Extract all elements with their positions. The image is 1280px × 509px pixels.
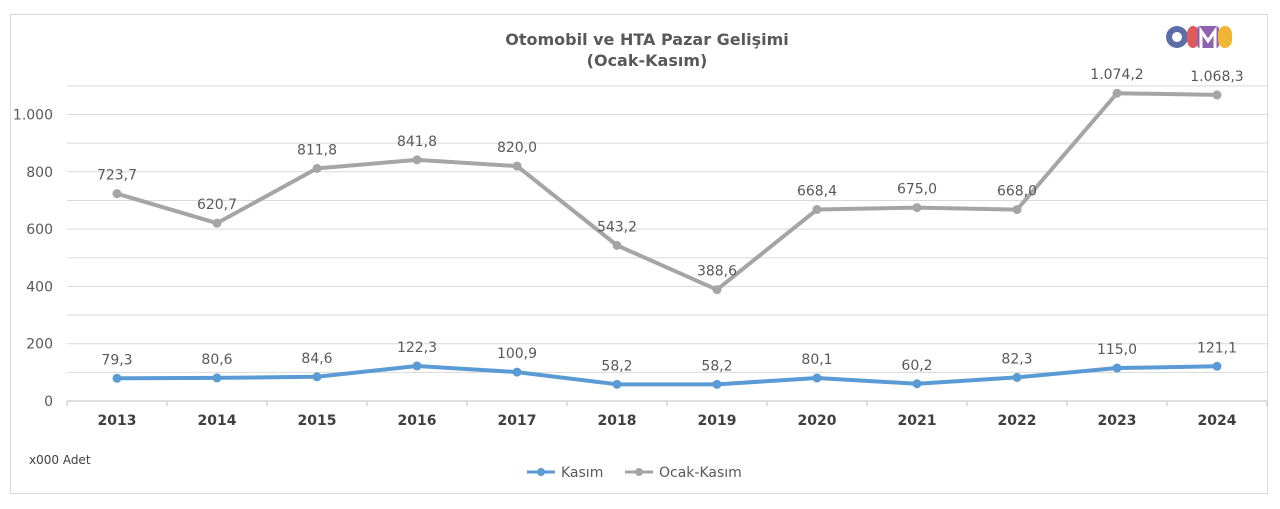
data-label: 115,0 <box>1097 342 1137 358</box>
y-tick-label: 800 <box>26 165 53 181</box>
data-label: 80,6 <box>201 352 232 368</box>
unit-label: x000 Adet <box>29 453 91 467</box>
x-tick-label: 2020 <box>798 413 837 429</box>
data-label: 58,2 <box>601 358 632 374</box>
legend-label-kasim: Kasım <box>561 465 603 481</box>
x-tick-label: 2016 <box>398 413 437 429</box>
data-label: 723,7 <box>97 168 137 184</box>
data-point <box>912 203 922 213</box>
data-label: 620,7 <box>197 197 237 213</box>
data-point <box>312 372 322 382</box>
data-label: 58,2 <box>701 358 732 374</box>
y-tick-label: 400 <box>26 279 53 295</box>
data-label: 122,3 <box>397 340 437 356</box>
data-point <box>712 379 722 389</box>
data-point <box>512 161 522 171</box>
data-point <box>612 240 622 250</box>
odmd-logo <box>1166 26 1232 48</box>
x-tick-label: 2014 <box>198 413 237 429</box>
data-point <box>812 205 822 215</box>
data-point <box>112 189 122 199</box>
legend-item-ocak-kasim: Ocak-Kasım <box>625 465 742 481</box>
data-point <box>612 379 622 389</box>
legend-label-ocak-kasim: Ocak-Kasım <box>659 465 742 481</box>
data-label: 675,0 <box>897 182 937 198</box>
data-label: 668,4 <box>797 184 837 200</box>
data-point <box>1012 372 1022 382</box>
chart-legend: Kasım Ocak-Kasım <box>527 465 742 481</box>
x-tick-label: 2018 <box>598 413 637 429</box>
chart-subtitle: (Ocak-Kasım) <box>587 51 708 70</box>
data-point <box>1012 205 1022 215</box>
data-point <box>1212 361 1222 371</box>
data-point <box>312 163 322 173</box>
data-label: 668,0 <box>997 184 1037 200</box>
data-point <box>412 361 422 371</box>
y-tick-label: 200 <box>26 337 53 353</box>
data-label: 79,3 <box>101 352 132 368</box>
chart-frame: Otomobil ve HTA Pazar Gelişimi (Ocak-Kas… <box>10 14 1268 494</box>
x-tick-label: 2015 <box>298 413 337 429</box>
data-label: 100,9 <box>497 346 537 362</box>
legend-item-kasim: Kasım <box>527 465 603 481</box>
x-tick-label: 2022 <box>998 413 1037 429</box>
data-point <box>812 373 822 383</box>
data-label: 811,8 <box>297 142 337 158</box>
data-label: 1.074,2 <box>1090 67 1143 83</box>
x-tick-label: 2013 <box>98 413 137 429</box>
x-tick-label: 2023 <box>1098 413 1137 429</box>
data-point <box>712 285 722 295</box>
data-point <box>112 373 122 383</box>
series-line-kasim <box>116 363 1218 387</box>
x-tick-label: 2019 <box>698 413 737 429</box>
data-label: 60,2 <box>901 358 932 374</box>
y-tick-label: 600 <box>26 222 53 238</box>
data-label: 543,2 <box>597 219 637 235</box>
data-label: 388,6 <box>697 264 737 280</box>
data-label: 82,3 <box>1001 351 1032 367</box>
data-point <box>212 373 222 383</box>
data-point <box>1112 363 1122 373</box>
data-label: 820,0 <box>497 140 537 156</box>
y-tick-label: 1.000 <box>13 108 53 124</box>
data-point <box>512 367 522 377</box>
data-point <box>212 218 222 228</box>
data-label: 121,1 <box>1197 340 1237 356</box>
x-tick-label: 2024 <box>1198 413 1237 429</box>
data-point <box>912 379 922 389</box>
series-line-ocak-kasim <box>116 91 1218 292</box>
y-tick-label: 0 <box>44 394 53 410</box>
data-label: 80,1 <box>801 352 832 368</box>
data-label: 84,6 <box>301 351 332 367</box>
data-point <box>1112 88 1122 98</box>
chart-title: Otomobil ve HTA Pazar Gelişimi <box>505 30 789 49</box>
x-tick-label: 2017 <box>498 413 537 429</box>
data-point <box>1212 90 1222 100</box>
x-tick-label: 2021 <box>898 413 937 429</box>
line-chart: Otomobil ve HTA Pazar Gelişimi (Ocak-Kas… <box>13 26 1268 481</box>
data-point <box>412 155 422 165</box>
data-label: 1.068,3 <box>1190 69 1243 85</box>
data-label: 841,8 <box>397 134 437 150</box>
